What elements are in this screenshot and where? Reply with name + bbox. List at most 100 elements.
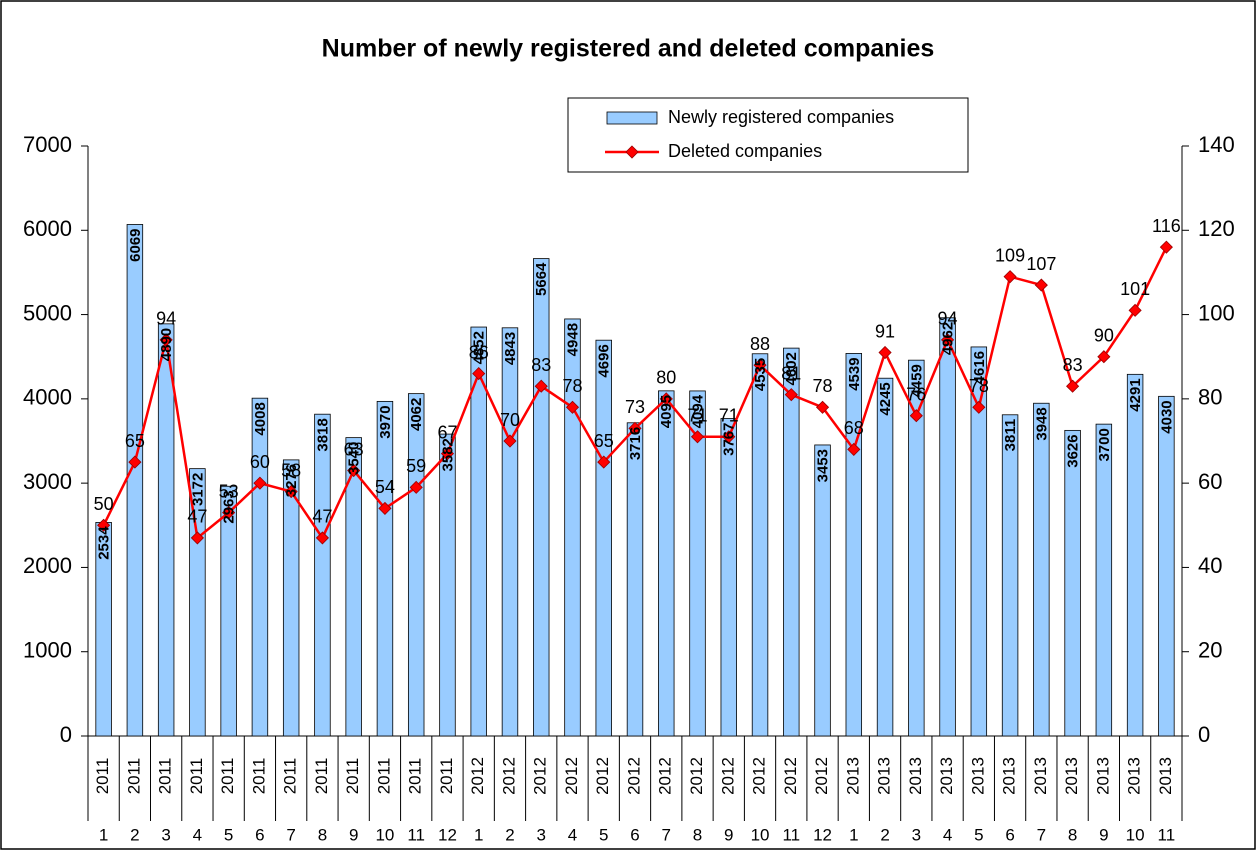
x-tick-year: 2013 bbox=[1093, 757, 1112, 795]
legend-marker bbox=[625, 145, 639, 159]
x-tick-year: 2012 bbox=[750, 757, 769, 795]
bar-value-label: 4602 bbox=[783, 352, 800, 385]
x-tick-month: 6 bbox=[1005, 825, 1014, 844]
line-value-label: 63 bbox=[344, 439, 364, 459]
line-value-label: 73 bbox=[625, 397, 645, 417]
x-tick-year: 2012 bbox=[718, 757, 737, 795]
x-tick-month: 12 bbox=[438, 825, 457, 844]
line-marker bbox=[440, 447, 455, 461]
bar bbox=[845, 353, 863, 737]
x-tick-month: 11 bbox=[407, 825, 425, 844]
line-value-label: 58 bbox=[281, 460, 301, 480]
bar bbox=[1001, 414, 1019, 737]
line-marker bbox=[690, 430, 705, 444]
bar-value-label: 4062 bbox=[408, 398, 425, 431]
x-tick-month: 8 bbox=[1068, 825, 1077, 844]
bar-value-label: 4459 bbox=[908, 364, 925, 397]
legend-label: Deleted companies bbox=[668, 141, 822, 161]
x-tick-month: 4 bbox=[943, 825, 952, 844]
line-marker bbox=[722, 430, 736, 444]
bar-value-label: 4696 bbox=[596, 344, 613, 377]
x-tick-year: 2013 bbox=[1062, 757, 1081, 795]
legend-label: Newly registered companies bbox=[668, 107, 894, 127]
y-tick-label: 1000 bbox=[23, 638, 72, 663]
x-tick-month: 9 bbox=[349, 825, 358, 844]
line-value-label: 109 bbox=[995, 245, 1025, 265]
bar bbox=[314, 413, 331, 737]
x-tick-month: 2 bbox=[880, 825, 889, 844]
bar-value-label: 3453 bbox=[815, 449, 832, 482]
bar bbox=[751, 353, 769, 737]
bar-value-label: 3700 bbox=[1096, 428, 1113, 461]
bar bbox=[220, 485, 237, 737]
bar-value-label: 4535 bbox=[752, 358, 769, 391]
x-tick-year: 2011 bbox=[249, 758, 268, 795]
line-value-label: 88 bbox=[750, 334, 770, 354]
x-tick-month: 7 bbox=[1037, 825, 1046, 844]
x-tick-year: 2012 bbox=[656, 757, 675, 795]
bar-value-label: 3811 bbox=[1002, 419, 1019, 452]
x-tick-year: 2013 bbox=[1031, 757, 1050, 795]
bar bbox=[1126, 373, 1144, 737]
line-marker bbox=[972, 400, 986, 414]
x-tick-month: 6 bbox=[630, 825, 639, 844]
line-value-label: 70 bbox=[500, 410, 520, 430]
bar bbox=[126, 224, 144, 737]
line-marker bbox=[815, 400, 830, 414]
bar-value-label: 3716 bbox=[627, 427, 644, 460]
bar bbox=[501, 327, 519, 737]
x-tick-month: 8 bbox=[693, 825, 702, 844]
x-tick-year: 2012 bbox=[781, 757, 800, 795]
y2-tick-label: 20 bbox=[1198, 638, 1222, 663]
line-marker bbox=[347, 463, 361, 478]
x-tick-month: 3 bbox=[912, 825, 921, 844]
y2-tick-label: 120 bbox=[1198, 216, 1235, 241]
x-tick-year: 2011 bbox=[374, 758, 393, 795]
chart-title: Number of newly registered and deleted c… bbox=[322, 35, 935, 63]
bar bbox=[1158, 395, 1175, 737]
line-value-label: 67 bbox=[437, 422, 457, 442]
line-marker bbox=[503, 434, 517, 448]
bar bbox=[689, 390, 706, 737]
line-value-label: 76 bbox=[906, 384, 926, 404]
bar bbox=[626, 422, 644, 737]
line-value-label: 78 bbox=[562, 376, 582, 396]
bar-value-label: 4030 bbox=[1158, 400, 1175, 433]
bar bbox=[1095, 423, 1113, 737]
bar bbox=[658, 390, 675, 737]
x-tick-month: 3 bbox=[161, 825, 170, 844]
y2-tick-label: 0 bbox=[1198, 722, 1210, 747]
line-marker bbox=[190, 531, 204, 545]
line-marker bbox=[941, 333, 955, 347]
line-value-label: 68 bbox=[844, 418, 864, 438]
bar-value-label: 3172 bbox=[189, 473, 206, 506]
x-tick-year: 2011 bbox=[406, 758, 425, 795]
line-marker bbox=[1003, 270, 1017, 284]
line-value-label: 94 bbox=[938, 309, 958, 329]
bar bbox=[376, 400, 394, 737]
line-marker bbox=[97, 518, 111, 532]
line-marker bbox=[784, 388, 798, 402]
x-tick-month: 9 bbox=[1099, 825, 1108, 844]
line-value-label: 71 bbox=[719, 406, 739, 426]
bar-value-label: 2534 bbox=[96, 526, 113, 560]
x-tick-year: 2013 bbox=[1000, 757, 1019, 795]
line-value-label: 71 bbox=[687, 406, 707, 426]
x-tick-year: 2011 bbox=[312, 758, 331, 795]
bar bbox=[251, 397, 269, 737]
y2-tick-label: 100 bbox=[1198, 300, 1235, 325]
line-value-label: 81 bbox=[781, 363, 801, 383]
bar bbox=[407, 393, 425, 737]
line-marker bbox=[1034, 278, 1048, 292]
bar-value-label: 4948 bbox=[564, 323, 581, 356]
x-tick-year: 2011 bbox=[281, 758, 300, 795]
line-value-label: 78 bbox=[813, 376, 833, 396]
line-marker bbox=[222, 506, 236, 520]
x-tick-month: 4 bbox=[193, 825, 202, 844]
y2-tick-label: 140 bbox=[1198, 132, 1235, 157]
y-tick-label: 4000 bbox=[23, 385, 72, 410]
line-marker bbox=[128, 455, 142, 469]
y2-tick-label: 80 bbox=[1198, 385, 1222, 410]
line-value-label: 53 bbox=[219, 481, 239, 501]
